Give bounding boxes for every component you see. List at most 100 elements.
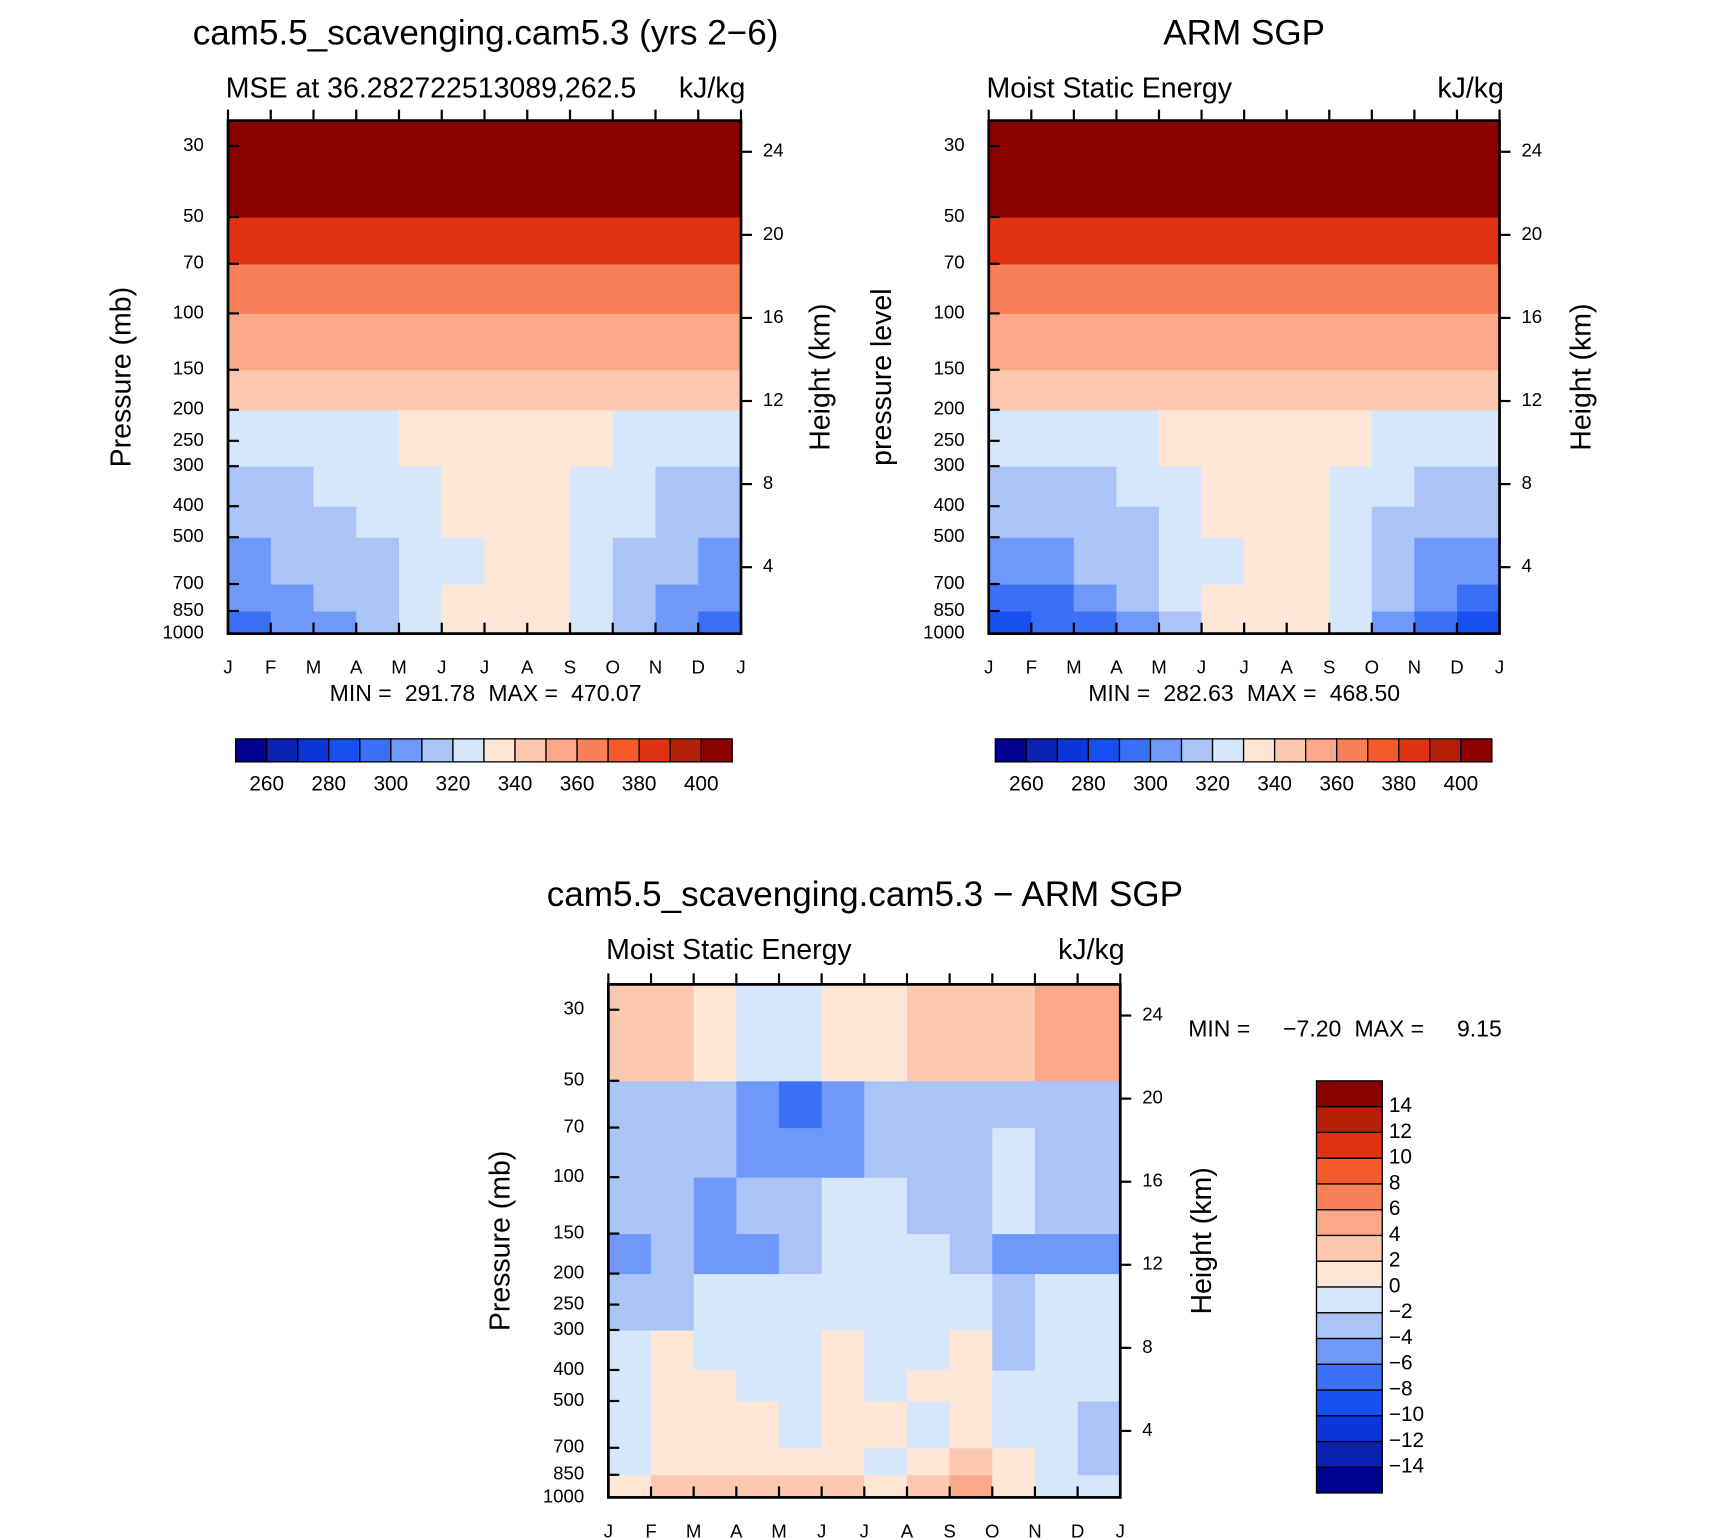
contour-cell [1077, 1447, 1121, 1476]
contour-cell [821, 1369, 865, 1402]
contour-cell [356, 466, 400, 507]
contour-cell [736, 1080, 780, 1129]
contour-cell [1034, 1127, 1079, 1178]
y-tick-label: 400 [173, 494, 204, 515]
x-tick-label: J [604, 1520, 613, 1538]
contour-cell [906, 1177, 951, 1235]
contour-cell [570, 217, 614, 265]
y-tick-label: 300 [934, 454, 965, 475]
contour-cell [992, 1127, 1036, 1178]
contour-cell [693, 1127, 737, 1178]
contour-cell [906, 1401, 951, 1449]
contour-cell [655, 506, 699, 538]
colorbar-box [1398, 738, 1431, 763]
contour-cell [399, 611, 443, 635]
contour-cell [570, 584, 614, 612]
contour-cell [527, 409, 571, 467]
contour-cell [527, 120, 571, 218]
contour-cell [698, 369, 742, 411]
contour-cell [655, 369, 699, 411]
contour-cell [1329, 611, 1373, 635]
contour-cell [698, 506, 742, 538]
contour-cell [949, 1401, 993, 1449]
contour-cell [527, 611, 571, 635]
contour-cell [228, 466, 272, 507]
contour-cell [1456, 217, 1501, 265]
contour-cell [864, 1401, 908, 1449]
contour-cell [1371, 217, 1415, 265]
contour-cell [821, 1273, 865, 1331]
colorbar-label: −2 [1389, 1300, 1413, 1323]
y-tick-label: 150 [934, 358, 965, 379]
contour-cell [906, 1474, 951, 1498]
contour-cell [1201, 263, 1245, 314]
contour-cell [1116, 584, 1160, 612]
contour-cell [736, 1127, 780, 1178]
y2-tick-label: 24 [763, 140, 784, 161]
contour-cell [736, 1447, 780, 1476]
contour-cell [1077, 1233, 1121, 1275]
panel: cam5.5_scavenging.cam5.3 (yrs 2−6) MSE at… [105, 13, 836, 795]
colorbar-box [1315, 1208, 1383, 1237]
colorbar-box [1315, 1466, 1383, 1494]
contour-cell [736, 1329, 780, 1371]
colorbar-box [1315, 1312, 1383, 1340]
contour-cell [1414, 217, 1458, 265]
colorbar-label: 10 [1389, 1146, 1412, 1169]
y2-tick-label: 4 [1521, 555, 1531, 576]
contour-cell [270, 263, 315, 314]
colorbar-box [545, 738, 578, 763]
contour-cell [651, 1127, 695, 1178]
contour-cell [1244, 584, 1288, 612]
x-tick-label: A [350, 657, 363, 678]
contour-cell [484, 611, 528, 635]
y-tick-label: 30 [183, 134, 204, 155]
contour-cell [693, 1329, 737, 1371]
contour-cell [1159, 584, 1203, 612]
min-value: 282.63 [1163, 680, 1233, 706]
y2-tick-label: 24 [1142, 1003, 1163, 1024]
min-max: MIN = −7.20 MAX = 9.15 [1188, 1016, 1502, 1042]
contour-cell [1286, 466, 1330, 507]
contour-cell [949, 1329, 993, 1371]
x-tick-label: O [605, 657, 620, 678]
contour-cell [988, 120, 1032, 218]
contour-cell [655, 263, 699, 314]
contour-cell [1244, 409, 1288, 467]
colorbar-label: 8 [1389, 1171, 1401, 1194]
contour-cell [992, 984, 1036, 1082]
contour-cell [1244, 369, 1288, 411]
contour-cell [1031, 537, 1075, 585]
colorbar-label: 300 [1133, 772, 1168, 795]
contour-cell [864, 1177, 908, 1235]
contour-cell [651, 1369, 695, 1402]
x-tick-label: F [1026, 657, 1037, 678]
contour-cell [1116, 506, 1160, 538]
contour-cell [906, 1127, 951, 1178]
contour-cell [1371, 409, 1415, 467]
contour-cell [1201, 537, 1245, 585]
contour-cell [399, 537, 443, 585]
contour-cell [441, 466, 486, 507]
y-tick-label: 700 [934, 572, 965, 593]
contour-cell [270, 537, 315, 585]
contour-cell [313, 369, 357, 411]
contour-cell [864, 1080, 908, 1129]
contour-cell [1414, 611, 1458, 635]
colorbar-box [1315, 1389, 1383, 1417]
contour-cell [1116, 369, 1160, 411]
x-tick-label: A [1110, 657, 1123, 678]
contour-cell [270, 611, 315, 635]
contour-cell [864, 1273, 908, 1331]
x-tick-label: F [265, 657, 276, 678]
y-tick-label: 100 [934, 301, 965, 322]
contour-cell [484, 263, 528, 314]
contour-cell [1286, 217, 1330, 265]
contour-cell [570, 120, 614, 218]
contour-cell [1286, 537, 1330, 585]
contour-cell [779, 1233, 823, 1275]
contour-cell [484, 506, 528, 538]
x-tick-label: A [730, 1520, 743, 1538]
contour-cell [864, 1447, 908, 1476]
